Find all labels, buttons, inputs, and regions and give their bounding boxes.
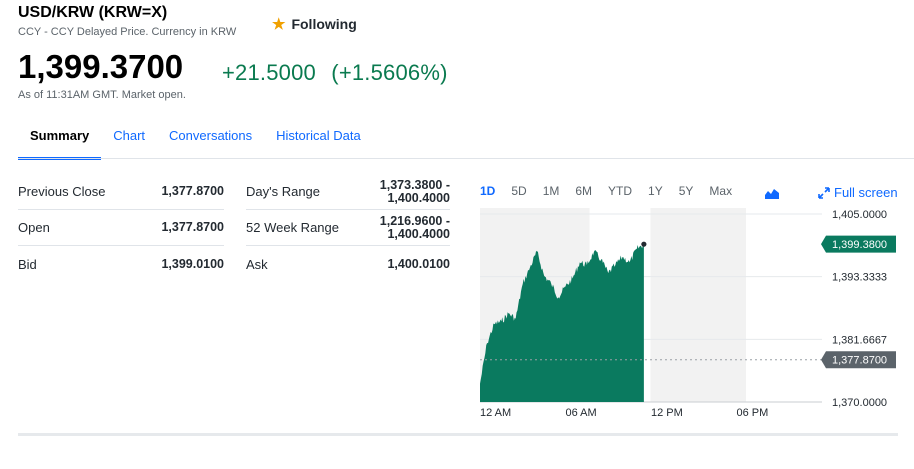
tab-conversations[interactable]: Conversations (169, 128, 253, 143)
stat-value: 1,377.8700 (161, 184, 224, 198)
y-tick-label: 1,405.0000 (832, 209, 887, 221)
stat-value-line: 1,400.4000 (387, 190, 450, 205)
range-6m[interactable]: 6M (575, 184, 593, 198)
tab-summary[interactable]: Summary (18, 122, 102, 160)
stat-label: 52 Week Range (246, 220, 339, 235)
stat-row-previous-close: Previous Close 1,377.8700 (18, 174, 224, 210)
price-area-series (480, 244, 644, 402)
stat-value-line: 1,400.4000 (387, 226, 450, 241)
stat-row-days-range: Day's Range 1,373.3800 - 1,400.4000 (246, 174, 450, 210)
stat-label: Bid (18, 256, 37, 272)
y-tick-label: 1,393.3333 (832, 272, 887, 284)
stat-value: 1,216.9600 - 1,400.4000 (379, 213, 450, 241)
stat-value: 1,373.3800 - 1,400.4000 (379, 177, 450, 205)
x-tick-label: 06 PM (737, 407, 769, 419)
quote-tabs: Summary Chart Conversations Historical D… (18, 122, 373, 160)
chart-range-selector: 1D 5D 1M 6M YTD 1Y 5Y Max (480, 184, 748, 198)
follow-label: Following (291, 16, 357, 32)
y-tick-label: 1,381.6667 (832, 334, 887, 346)
market-status: As of 11:31AM GMT. Market open. (18, 89, 186, 101)
expand-icon (818, 186, 830, 199)
section-divider (18, 433, 898, 436)
stat-value: 1,400.0100 (387, 256, 450, 271)
range-5y[interactable]: 5Y (678, 184, 694, 198)
stat-row-ask: Ask 1,400.0100 (246, 246, 450, 282)
price-change-pct: (+1.5606%) (331, 60, 448, 85)
price-chart[interactable]: 1,405.0000 1,393.3333 1,381.6667 1,370.0000… (470, 200, 914, 428)
mountain-chart-icon[interactable] (765, 186, 779, 204)
tab-chart[interactable]: Chart (113, 128, 146, 143)
x-tick-label: 06 AM (566, 407, 597, 419)
previous-close-badge-label: 1,377.8700 (832, 355, 887, 367)
full-screen-label: Full screen (834, 185, 898, 200)
last-price-dot (641, 241, 647, 247)
current-price-badge-label: 1,399.3800 (832, 239, 887, 251)
stat-row-52-week-range: 52 Week Range 1,216.9600 - 1,400.4000 (246, 210, 450, 246)
previous-close-badge: 1,377.8700 (821, 351, 896, 369)
quote-subtitle: CCY - CCY Delayed Price. Currency in KRW (18, 26, 237, 38)
current-price: 1,399.3700 (18, 48, 184, 85)
range-1d[interactable]: 1D (480, 184, 496, 198)
stat-value-line: 1,216.9600 - (379, 213, 450, 228)
tab-divider (18, 158, 914, 159)
stat-value: 1,377.8700 (161, 220, 224, 234)
range-1y[interactable]: 1Y (648, 184, 663, 198)
x-tick-label: 12 PM (651, 407, 683, 419)
full-screen-button[interactable]: Full screen (818, 185, 898, 200)
y-tick-label: 1,370.0000 (832, 397, 887, 409)
stat-label: Previous Close (18, 184, 106, 199)
stat-value: 1,399.0100 (161, 256, 224, 271)
x-tick-label: 12 AM (480, 407, 511, 419)
chart-shaded-band (650, 208, 746, 402)
range-1m[interactable]: 1M (542, 184, 560, 198)
range-ytd[interactable]: YTD (608, 184, 633, 198)
price-change-abs: +21.5000 (222, 60, 316, 85)
price-change: +21.5000 (+1.5606%) (222, 60, 448, 86)
stat-row-bid: Bid 1,399.0100 (18, 246, 224, 282)
current-price-badge: 1,399.3800 (821, 235, 896, 253)
stat-label: Ask (246, 256, 268, 272)
range-max[interactable]: Max (709, 184, 733, 198)
star-icon: ★ (272, 16, 286, 33)
page-title: USD/KRW (KRW=X) (18, 4, 168, 21)
stat-label: Open (18, 220, 50, 235)
tab-historical-data[interactable]: Historical Data (276, 128, 361, 143)
range-5d[interactable]: 5D (511, 184, 527, 198)
stat-label: Day's Range (246, 184, 321, 199)
follow-button[interactable]: ★ Following (272, 15, 357, 33)
stat-row-open: Open 1,377.8700 (18, 210, 224, 246)
stat-value-line: 1,373.3800 - (379, 177, 450, 192)
